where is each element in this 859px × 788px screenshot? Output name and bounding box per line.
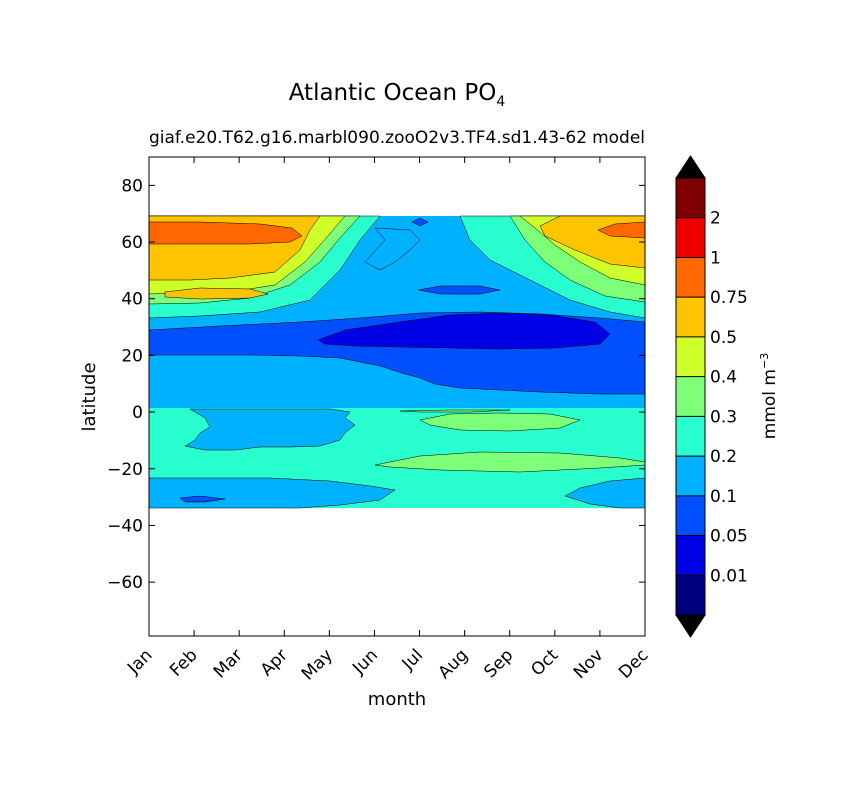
colorbar-tick-label-1: 0.05 [710,527,748,547]
x-tick-label-jun: Jun [348,645,382,679]
x-tick-label-feb: Feb [166,645,201,680]
colorbar-swatch-9 [676,217,705,258]
contour-band-0.3-0.4-south [374,451,645,473]
colorbar-tick-label-9: 2 [710,209,721,229]
y-tick-label-3: 20 [121,346,143,366]
colorbar-frame [675,177,706,616]
colorbar-tick-label-0: 0.01 [710,566,748,586]
colorbar-swatch-7 [676,297,705,337]
contour-band-0.75-1-north-right [597,221,645,239]
colorbar-swatch-8 [676,257,705,298]
contour-band-0.1-0.2-north-tongue [364,227,421,271]
plot-frame [148,156,646,637]
contour-band-0.1-0.2-eq-left [184,408,356,451]
x-tick-label-oct: Oct [527,645,562,680]
x-tick-label-dec: Dec [615,645,652,682]
contour-band-0.05-0.1-tongue [417,285,501,295]
colorbar-tick-label-5: 0.4 [710,368,737,388]
colorbar-swatch-4 [676,416,705,457]
x-axis-label: month [368,689,426,710]
colorbar-tick-label-7: 0.75 [710,288,748,308]
y-tick-label-5: −20 [107,460,143,480]
x-tick-label-sep: Sep [480,645,517,682]
contour-band-0.1-0.2-south-right [564,477,645,509]
colorbar-extend-max [675,155,706,179]
x-tick-label-jan: Jan [123,645,156,678]
y-tick-label-0: 80 [121,176,143,196]
x-tick-label-nov: Nov [570,645,608,683]
contour-band-0.5-0.75-north-lens [164,287,269,300]
colorbar-swatch-3 [676,456,705,496]
colorbar-tick-label-3: 0.2 [710,447,737,467]
contour-band-0.01-0.05-core [317,312,611,350]
y-tick-label-6: −40 [107,516,143,536]
x-tick-label-mar: Mar [210,645,247,682]
colorbar: 0.01 0.05 0.1 0.2 0.3 0.4 0.5 0.75 1 2 [675,155,748,638]
colorbar-swatch-2 [676,495,705,536]
colorbar-swatch-10 [676,178,705,218]
x-tick-label-aug: Aug [435,645,473,683]
colorbar-swatch-6 [676,336,705,377]
chart-subtitle-model: model [592,128,645,148]
y-tick-label-2: 40 [121,290,143,310]
colorbar-swatch-5 [676,376,705,417]
contour-band-0.05-0.1-south-blob [179,495,226,503]
colorbar-swatch-1 [676,535,705,576]
contour-band-0.3-0.4-eq [419,412,581,432]
colorbar-tick-label-2: 0.1 [710,487,737,507]
colorbar-tick-label-6: 0.5 [710,328,737,348]
chart-title: Atlantic Ocean PO4 [289,80,506,110]
y-tick-label-7: −60 [107,573,143,593]
y-axis-label: latitude [79,362,100,431]
x-tick-label-may: May [298,645,337,684]
colorbar-label: mmol m−3 [758,353,780,439]
colorbar-tick-label-4: 0.3 [710,407,737,427]
x-tick-label-jul: Jul [398,645,427,674]
y-tick-label-4: 0 [132,403,143,423]
contour-band-0.3-0.4-eq-line [399,409,511,413]
contour-band-0.01-0.05-arctic-speck [411,217,429,227]
y-axis: 80 60 40 20 0 −20 −40 −60 [107,176,645,593]
colorbar-tick-label-8: 1 [710,248,721,268]
x-tick-label-apr: Apr [257,645,292,680]
y-tick-label-1: 60 [121,233,143,253]
chart-subtitle-case: giaf.e20.T62.g16.marbl090.zooO2v3.TF4.sd… [149,128,587,148]
colorbar-swatch-0 [676,575,705,615]
contour-field [149,215,645,509]
colorbar-extend-min [675,614,706,638]
plot-area [148,156,646,637]
contour-band-0.75-1-north-left [149,221,303,245]
